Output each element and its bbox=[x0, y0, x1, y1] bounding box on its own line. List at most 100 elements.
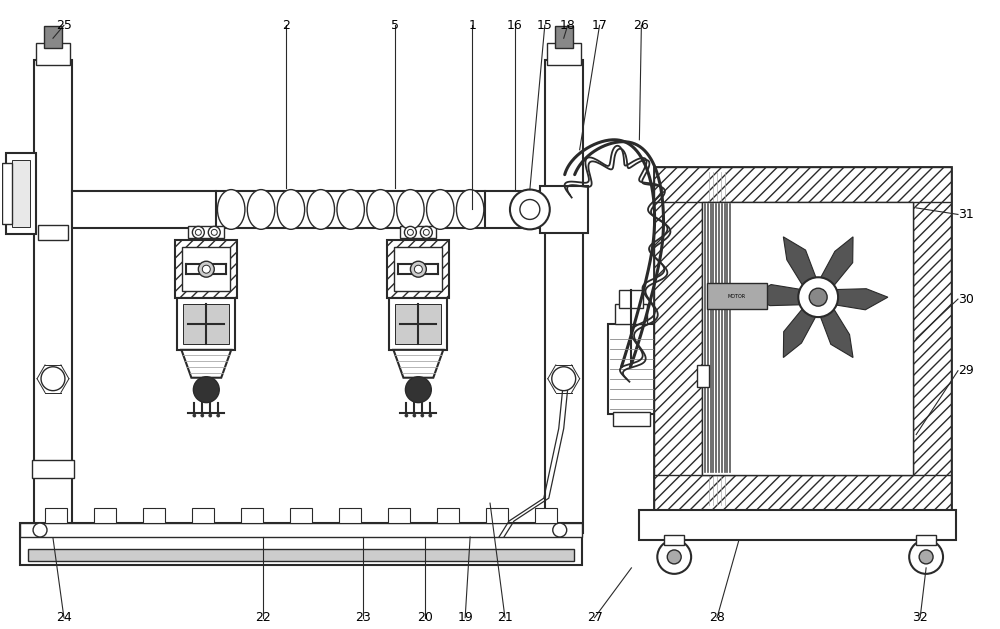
Text: 30: 30 bbox=[958, 292, 974, 306]
Text: 18: 18 bbox=[560, 19, 576, 32]
Text: 16: 16 bbox=[507, 19, 523, 32]
Ellipse shape bbox=[337, 189, 364, 230]
Bar bbox=[388, 508, 410, 523]
Polygon shape bbox=[783, 308, 817, 357]
Text: 19: 19 bbox=[457, 611, 473, 624]
Bar bbox=[28, 549, 574, 561]
Text: 25: 25 bbox=[56, 19, 72, 32]
Text: 26: 26 bbox=[633, 19, 649, 32]
Text: 15: 15 bbox=[537, 19, 553, 32]
Circle shape bbox=[667, 550, 681, 564]
Bar bbox=[540, 186, 588, 233]
Bar bbox=[188, 226, 224, 238]
Bar bbox=[916, 535, 936, 545]
Bar bbox=[702, 201, 913, 476]
Text: 32: 32 bbox=[912, 611, 928, 624]
Bar bbox=[545, 60, 583, 533]
Circle shape bbox=[809, 288, 827, 306]
Circle shape bbox=[552, 367, 576, 391]
Circle shape bbox=[405, 377, 431, 403]
Polygon shape bbox=[393, 350, 443, 378]
Text: 5: 5 bbox=[391, 19, 399, 32]
Circle shape bbox=[909, 540, 943, 574]
Bar bbox=[437, 508, 459, 523]
Ellipse shape bbox=[427, 189, 454, 230]
Text: MOTOR: MOTOR bbox=[728, 294, 746, 299]
Text: 23: 23 bbox=[355, 611, 370, 624]
Circle shape bbox=[208, 226, 220, 238]
Bar bbox=[639, 510, 956, 540]
Bar bbox=[619, 290, 643, 308]
Circle shape bbox=[657, 540, 691, 574]
Bar bbox=[389, 298, 447, 350]
Ellipse shape bbox=[247, 189, 275, 230]
Circle shape bbox=[201, 414, 204, 417]
Circle shape bbox=[193, 377, 219, 403]
Bar bbox=[182, 247, 230, 291]
Ellipse shape bbox=[367, 189, 394, 230]
Ellipse shape bbox=[277, 189, 305, 230]
Ellipse shape bbox=[307, 189, 335, 230]
Circle shape bbox=[405, 414, 408, 417]
Bar bbox=[175, 240, 237, 298]
Circle shape bbox=[510, 189, 550, 230]
Bar bbox=[654, 476, 951, 510]
Bar bbox=[20, 523, 582, 565]
Bar bbox=[6, 153, 36, 235]
Polygon shape bbox=[783, 237, 817, 287]
Bar bbox=[32, 460, 74, 478]
Circle shape bbox=[198, 261, 214, 277]
Circle shape bbox=[919, 550, 933, 564]
Bar bbox=[12, 160, 30, 228]
Circle shape bbox=[429, 414, 432, 417]
Bar bbox=[664, 535, 684, 545]
Text: 29: 29 bbox=[958, 364, 974, 377]
Circle shape bbox=[407, 230, 413, 235]
Bar bbox=[183, 304, 229, 344]
Bar bbox=[339, 508, 361, 523]
Text: 31: 31 bbox=[958, 208, 974, 221]
Bar bbox=[707, 283, 767, 309]
Bar bbox=[241, 508, 263, 523]
Bar bbox=[547, 43, 581, 65]
Text: 22: 22 bbox=[255, 611, 271, 624]
Circle shape bbox=[217, 414, 220, 417]
Circle shape bbox=[420, 226, 432, 238]
Circle shape bbox=[410, 261, 426, 277]
Polygon shape bbox=[181, 350, 231, 378]
Bar bbox=[94, 508, 116, 523]
Bar bbox=[36, 43, 70, 65]
Bar bbox=[615, 304, 647, 324]
Text: 27: 27 bbox=[587, 611, 603, 624]
Bar bbox=[697, 365, 709, 387]
Circle shape bbox=[209, 414, 212, 417]
Circle shape bbox=[195, 230, 201, 235]
Bar bbox=[143, 508, 165, 523]
Bar bbox=[395, 304, 441, 344]
Circle shape bbox=[421, 414, 424, 417]
Bar bbox=[485, 191, 555, 228]
Bar bbox=[608, 324, 655, 413]
Bar bbox=[2, 163, 12, 225]
Text: 24: 24 bbox=[56, 611, 72, 624]
Bar bbox=[45, 508, 67, 523]
Circle shape bbox=[33, 523, 47, 537]
Polygon shape bbox=[820, 308, 853, 357]
Circle shape bbox=[414, 265, 422, 273]
Bar bbox=[486, 508, 508, 523]
Circle shape bbox=[41, 367, 65, 391]
Bar bbox=[72, 191, 216, 228]
Text: 17: 17 bbox=[592, 19, 607, 32]
Circle shape bbox=[211, 230, 217, 235]
Bar bbox=[654, 167, 951, 510]
Circle shape bbox=[423, 230, 429, 235]
Circle shape bbox=[553, 523, 567, 537]
Circle shape bbox=[413, 414, 416, 417]
Circle shape bbox=[520, 199, 540, 220]
Polygon shape bbox=[748, 284, 802, 306]
Bar bbox=[192, 508, 214, 523]
Bar bbox=[394, 247, 442, 291]
Bar bbox=[400, 226, 436, 238]
Bar bbox=[34, 60, 72, 533]
Circle shape bbox=[798, 277, 838, 317]
